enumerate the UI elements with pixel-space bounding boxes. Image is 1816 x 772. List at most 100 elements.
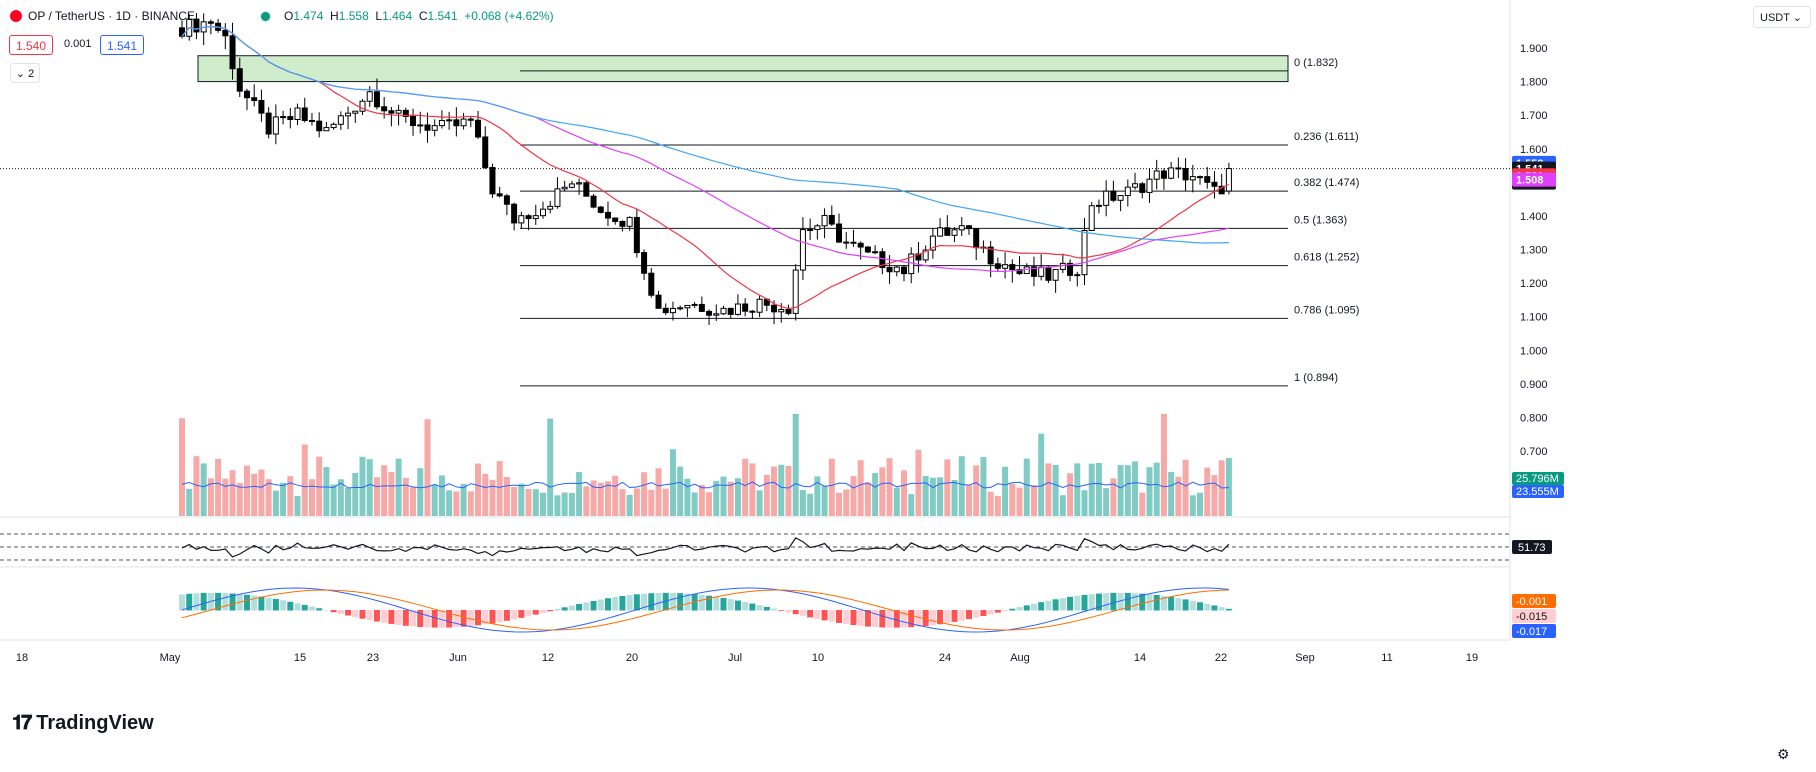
candle-body[interactable] [742,303,749,312]
candle-body[interactable] [316,120,323,132]
candle-body[interactable] [446,119,453,122]
candle-body[interactable] [323,127,330,132]
candle-body[interactable] [366,91,373,102]
candle-body[interactable] [373,91,380,108]
candle-body[interactable] [655,294,662,309]
candle-body[interactable] [987,246,994,265]
candle-body[interactable] [1095,204,1102,207]
candle-body[interactable] [518,215,525,224]
candle-body[interactable] [1110,190,1117,201]
candle-body[interactable] [929,235,936,251]
candle-body[interactable] [467,118,474,121]
candle-body[interactable] [294,107,301,121]
candle-body[interactable] [1045,266,1052,281]
candle-body[interactable] [265,112,272,135]
candle-body[interactable] [1009,264,1016,271]
candle-body[interactable] [1088,205,1095,232]
candle-body[interactable] [1146,178,1153,193]
candle-body[interactable] [727,307,734,315]
candle-body[interactable] [489,166,496,195]
candle-body[interactable] [1197,176,1204,179]
candle-body[interactable] [1218,185,1225,195]
candle-body[interactable] [511,203,518,224]
candle-body[interactable] [1139,183,1146,193]
candle-body[interactable] [1168,167,1175,179]
candle-body[interactable] [330,123,337,129]
candle-body[interactable] [785,308,792,314]
candle-body[interactable] [272,116,279,135]
candle-body[interactable] [864,246,871,253]
candle-body[interactable] [308,119,315,122]
candle-body[interactable] [1182,167,1189,181]
candle-body[interactable] [756,298,763,313]
candle-body[interactable] [886,267,893,273]
candle-body[interactable] [828,214,835,225]
candle-body[interactable] [287,116,294,121]
candle-body[interactable] [207,21,214,24]
candle-body[interactable] [973,228,980,249]
candle-body[interactable] [922,249,929,261]
candle-body[interactable] [944,227,951,236]
currency-selector[interactable]: USDT ⌄ [1753,6,1811,28]
candle-body[interactable] [395,109,402,114]
candle-body[interactable] [1103,190,1110,206]
candle-body[interactable] [669,307,676,314]
candle-body[interactable] [388,110,395,114]
candle-body[interactable] [424,124,431,131]
candle-body[interactable] [713,313,720,316]
symbol-title[interactable]: OP / TetherUS · 1D · BINANCE [28,9,195,23]
candle-body[interactable] [691,303,698,306]
candle-body[interactable] [698,303,705,312]
candle-body[interactable] [1067,262,1074,276]
candle-body[interactable] [778,308,785,313]
candle-body[interactable] [994,263,1001,269]
buy-price-button[interactable]: 1.541 [100,35,145,55]
candle-body[interactable] [547,205,554,210]
candle-body[interactable] [734,303,741,315]
candle-body[interactable] [337,115,344,125]
candle-body[interactable] [402,109,409,117]
candle-body[interactable] [576,182,583,185]
candle-body[interactable] [814,225,821,230]
indicators-collapse-button[interactable]: ⌄ 2 [10,63,40,83]
fib-zone-rect[interactable] [197,55,1289,83]
candle-body[interactable] [460,118,467,127]
candle-body[interactable] [251,97,258,102]
candle-body[interactable] [258,100,265,114]
candle-body[interactable] [619,220,626,227]
candle-body[interactable] [893,266,900,273]
candle-body[interactable] [417,124,424,127]
candle-body[interactable] [648,272,655,296]
candle-body[interactable] [1052,268,1059,281]
candle-body[interactable] [179,27,185,37]
candle-body[interactable] [843,241,850,244]
candle-body[interactable] [749,310,756,313]
candle-body[interactable] [561,186,568,190]
candle-body[interactable] [381,106,388,112]
candle-body[interactable] [958,225,965,231]
candle-body[interactable] [1189,176,1196,181]
candle-body[interactable] [540,208,546,217]
candle-body[interactable] [1059,262,1066,270]
candle-body[interactable] [503,195,510,205]
candle-body[interactable] [229,35,236,70]
candle-body[interactable] [475,119,482,138]
candle-body[interactable] [431,125,438,131]
candle-body[interactable] [525,215,532,220]
candle-body[interactable] [771,304,778,313]
candle-body[interactable] [1211,181,1218,187]
candle-body[interactable] [1002,264,1009,269]
candle-body[interactable] [872,251,879,254]
candle-body[interactable] [1160,170,1167,179]
candle-body[interactable] [799,229,806,271]
candle-body[interactable] [879,251,886,269]
candle-body[interactable] [1204,176,1211,183]
candle-body[interactable] [901,266,907,275]
candle-body[interactable] [222,29,229,37]
candle-body[interactable] [1023,266,1030,275]
candle-body[interactable] [438,120,445,127]
candle-body[interactable] [280,116,287,119]
tradingview-logo[interactable]: 𝟏𝟕 TradingView [12,712,154,734]
candle-body[interactable] [706,310,713,316]
